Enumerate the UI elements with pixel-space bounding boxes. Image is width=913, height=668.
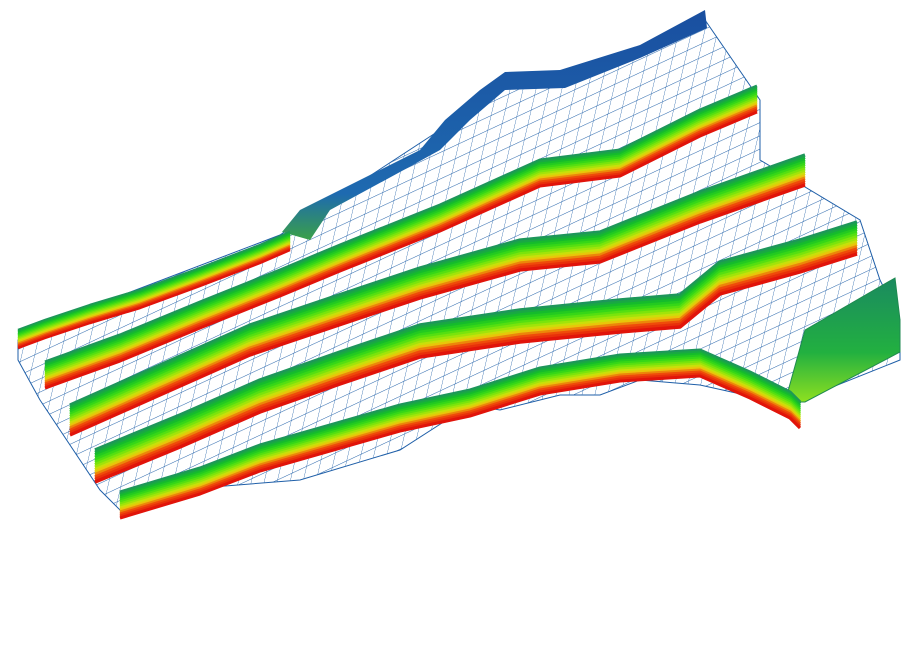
ribbon-layer (17, 244, 291, 346)
ribbon-layer (44, 104, 758, 384)
ribbon-layer (17, 235, 291, 336)
ribbon-layer (69, 160, 806, 414)
ribbon-layer (119, 350, 802, 496)
ribbon-layer (69, 167, 806, 421)
ribbon-layer (119, 362, 802, 508)
ribbon-layer (69, 174, 806, 428)
ribbon-layer (17, 240, 291, 341)
ribbon-layer (44, 86, 758, 366)
ribbon-layer (17, 248, 291, 350)
ribbon-layer (44, 88, 758, 368)
ribbon-layer (119, 358, 802, 504)
ribbon-layer (119, 352, 802, 498)
ribbon-layer (119, 364, 802, 510)
ribbon-layer (69, 153, 806, 407)
ribbon-layer (69, 169, 806, 423)
ribbon-layer (119, 372, 802, 518)
ribbon-layer (119, 348, 802, 494)
ribbon-layer (17, 239, 291, 340)
ribbon-layer (94, 237, 858, 469)
ribbon-layer (17, 232, 291, 333)
ribbon-layer (17, 247, 291, 348)
ribbon-layer (44, 98, 758, 378)
ribbon-layer (44, 92, 758, 372)
ribbon-layer (94, 222, 858, 455)
ribbon-layer (17, 230, 291, 332)
ribbon-layer (119, 370, 802, 516)
blue-band (282, 10, 707, 240)
ribbon-layer (44, 100, 758, 380)
ribbon-layer (44, 106, 758, 386)
ribbon-layer (69, 181, 806, 435)
ribbon-layer (94, 235, 858, 467)
ribbon-layer (119, 356, 802, 502)
ribbon-layer (69, 183, 806, 437)
ribbon-layer (44, 96, 758, 376)
ribbon-layer (94, 225, 858, 457)
ribbon-layer (69, 171, 806, 425)
ribbon-layer (69, 176, 806, 430)
ribbon-layer (69, 158, 806, 412)
ribbon-layer (94, 232, 858, 464)
ribbon-layer (94, 249, 858, 482)
ribbon-layer (17, 241, 291, 343)
ribbon-layer (94, 227, 858, 459)
ribbon-layer (119, 360, 802, 506)
ribbon-layer (94, 244, 858, 477)
ribbon-layer (69, 164, 806, 419)
ribbon-layer (119, 354, 802, 500)
ribbon-layer (69, 155, 806, 409)
ribbon-layer (69, 178, 806, 432)
ribbon-layer (94, 230, 858, 462)
ribbon-layer (119, 368, 802, 514)
ribbon-layer (119, 374, 802, 520)
ribbon-layer (44, 102, 758, 382)
ribbon-layer (94, 220, 858, 452)
ribbon-layer (94, 242, 858, 474)
ribbons (17, 84, 858, 520)
ribbon-layer (44, 94, 758, 374)
ribbon-layer (17, 236, 291, 337)
ribbon-layer (44, 110, 758, 390)
ribbon-layer (44, 90, 758, 370)
ribbon-layer (44, 84, 758, 364)
ribbon-layer (44, 108, 758, 388)
ribbon-layer (17, 233, 291, 334)
ribbon-layer (69, 162, 806, 416)
ribbon-layer (119, 366, 802, 512)
ribbon-layer (17, 237, 291, 339)
ribbon-layer (17, 246, 291, 347)
ribbon-layer (94, 252, 858, 484)
ribbon-layer (94, 247, 858, 479)
ribbon-layer (17, 243, 291, 344)
ribbon-layer (94, 240, 858, 472)
